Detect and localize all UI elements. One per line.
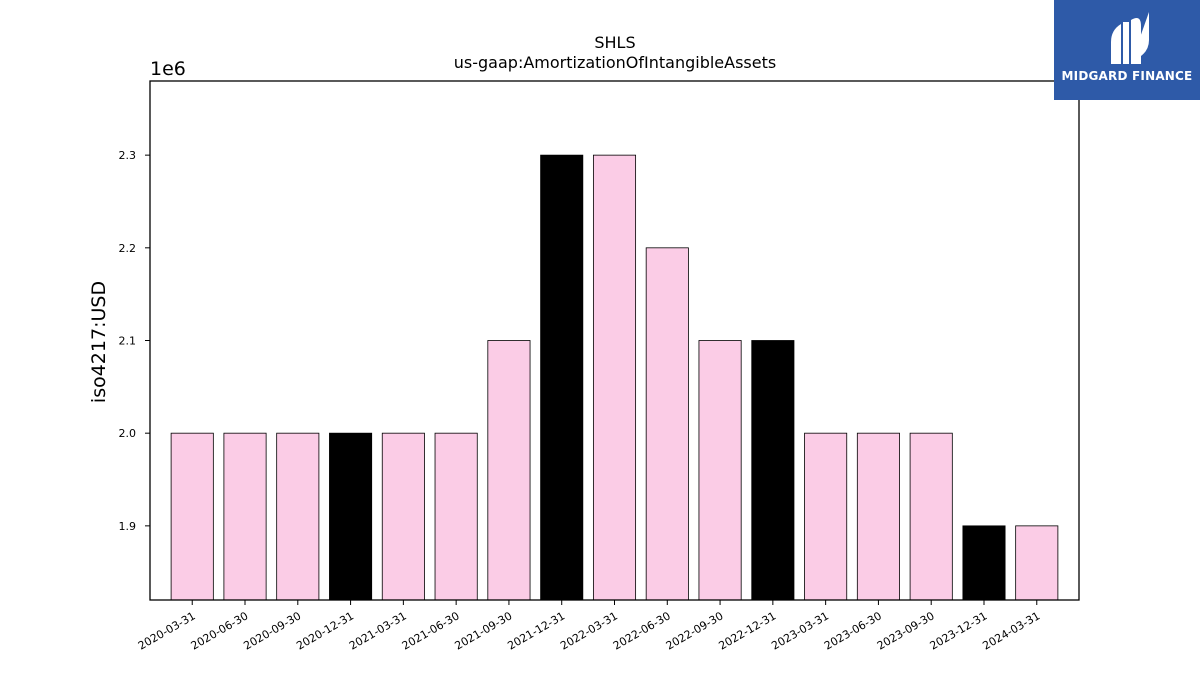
bar-2022-12-31 [751, 340, 795, 601]
bars-group [170, 154, 1059, 601]
x-tick-label: 2023-09-30 [875, 609, 937, 652]
x-tick-label: 2020-03-31 [136, 609, 198, 652]
bar-2022-06-30 [645, 247, 689, 601]
bar-2024-03-31 [1015, 525, 1059, 601]
y-multiplier-label: 1e6 [150, 58, 186, 80]
y-axis-ticks: 1.9 2.0 2.1 2.2 2.3 [119, 149, 150, 533]
y-tick-label: 2.2 [119, 242, 137, 255]
bar-2020-03-31 [170, 432, 214, 601]
bar-2022-03-31 [592, 154, 637, 601]
bar-2021-12-31 [540, 154, 584, 601]
bar-2020-06-30 [223, 432, 267, 601]
y-tick-label: 2.0 [119, 427, 137, 440]
x-tick-label: 2022-06-30 [611, 609, 673, 652]
x-tick-label: 2022-03-31 [558, 609, 620, 652]
y-tick-label: 2.3 [119, 149, 137, 162]
x-tick-label: 2022-12-31 [716, 609, 778, 652]
chart-title: SHLS [594, 33, 635, 52]
bar-2023-03-31 [804, 432, 848, 601]
bar-2021-06-30 [434, 432, 478, 601]
bar-2023-06-30 [856, 432, 900, 601]
y-tick-label: 2.1 [119, 335, 137, 348]
brand-logo: MIDGARD FINANCE [1054, 0, 1200, 100]
x-tick-label: 2021-06-30 [400, 609, 462, 652]
bar-2021-03-31 [381, 432, 425, 601]
x-tick-label: 2020-09-30 [241, 609, 303, 652]
plot-frame [149, 80, 1080, 601]
x-tick-label: 2021-09-30 [453, 609, 515, 652]
x-tick-label: 2020-06-30 [189, 609, 251, 652]
x-tick-label: 2023-03-31 [769, 609, 831, 652]
y-axis-label: iso4217:USD [88, 281, 110, 403]
bar-2021-09-30 [487, 340, 531, 601]
bar-2020-12-31 [329, 432, 373, 601]
brand-name: MIDGARD FINANCE [1061, 69, 1193, 83]
y-tick-label: 1.9 [119, 520, 137, 533]
bar-2022-09-30 [698, 340, 742, 601]
midgard-logo-icon [1111, 12, 1149, 64]
x-axis-ticks: 2020-03-312020-06-302020-09-302020-12-31… [136, 600, 1042, 653]
x-tick-label: 2021-03-31 [347, 609, 409, 652]
bar-2023-09-30 [909, 432, 953, 601]
bar-2020-09-30 [276, 432, 320, 601]
x-tick-label: 2023-06-30 [822, 609, 884, 652]
x-tick-label: 2023-12-31 [928, 609, 990, 652]
chart-subtitle: us-gaap:AmortizationOfIntangibleAssets [454, 53, 776, 72]
bar-2023-12-31 [962, 525, 1006, 601]
x-tick-label: 2021-12-31 [505, 609, 567, 652]
x-tick-label: 2022-09-30 [664, 609, 726, 652]
x-tick-label: 2024-03-31 [980, 609, 1042, 652]
x-tick-label: 2020-12-31 [294, 609, 356, 652]
